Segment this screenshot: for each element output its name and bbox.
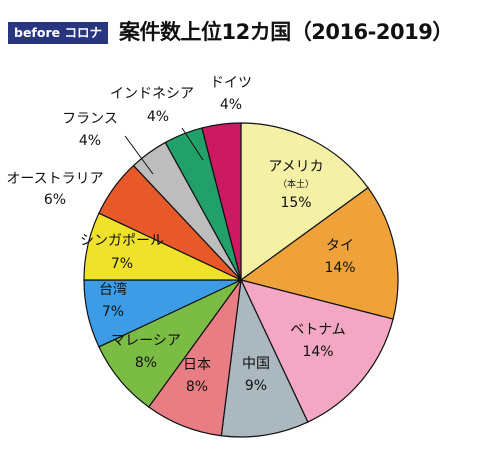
- slice-pct-オーストラリア: 6%: [44, 192, 66, 208]
- badge-before-corona: before コロナ: [8, 22, 108, 44]
- slice-pct-タイ: 14%: [324, 260, 355, 276]
- leader-line-フランス: [124, 135, 154, 175]
- slice-pct-シンガポール: 7%: [111, 256, 133, 272]
- slice-label-タイ: タイ: [326, 238, 354, 254]
- slice-sublabel-アメリカ: （本土）: [278, 178, 314, 190]
- pie-slice-ドイツ: [201, 122, 242, 281]
- slice-pct-日本: 8%: [186, 379, 208, 395]
- slice-pct-台湾: 7%: [102, 304, 124, 320]
- slice-label-オーストラリア: オーストラリア: [6, 171, 103, 187]
- slice-pct-ドイツ: 4%: [220, 97, 242, 113]
- slice-label-マレーシア: マレーシア: [111, 333, 181, 349]
- slice-pct-マレーシア: 8%: [135, 355, 157, 371]
- chart-title: 案件数上位12カ国（2016-2019）: [119, 20, 453, 44]
- slice-pct-ベトナム: 14%: [302, 344, 333, 360]
- slice-label-フランス: フランス: [62, 111, 118, 127]
- pie-slice-中国: [220, 277, 309, 438]
- slice-label-アメリカ: アメリカ: [268, 159, 323, 175]
- slice-label-日本: 日本: [183, 357, 211, 373]
- slice-pct-アメリカ: 15%: [280, 195, 311, 211]
- slice-label-インドネシア: インドネシア: [110, 86, 194, 102]
- slice-label-台湾: 台湾: [99, 281, 127, 298]
- leader-line-インドネシア: [181, 127, 204, 161]
- slice-label-中国: 中国: [242, 356, 270, 372]
- slice-label-シンガポール: シンガポール: [80, 233, 164, 249]
- slice-pct-中国: 9%: [245, 378, 267, 394]
- pie-slice-アメリカ: [240, 122, 369, 282]
- slice-pct-フランス: 4%: [79, 133, 101, 149]
- pie-slice-ベトナム: [239, 279, 394, 423]
- slice-label-ドイツ: ドイツ: [210, 75, 252, 91]
- slice-label-ベトナム: ベトナム: [290, 322, 346, 338]
- pie-slice-タイ: [239, 186, 399, 320]
- slice-pct-インドネシア: 4%: [147, 109, 169, 125]
